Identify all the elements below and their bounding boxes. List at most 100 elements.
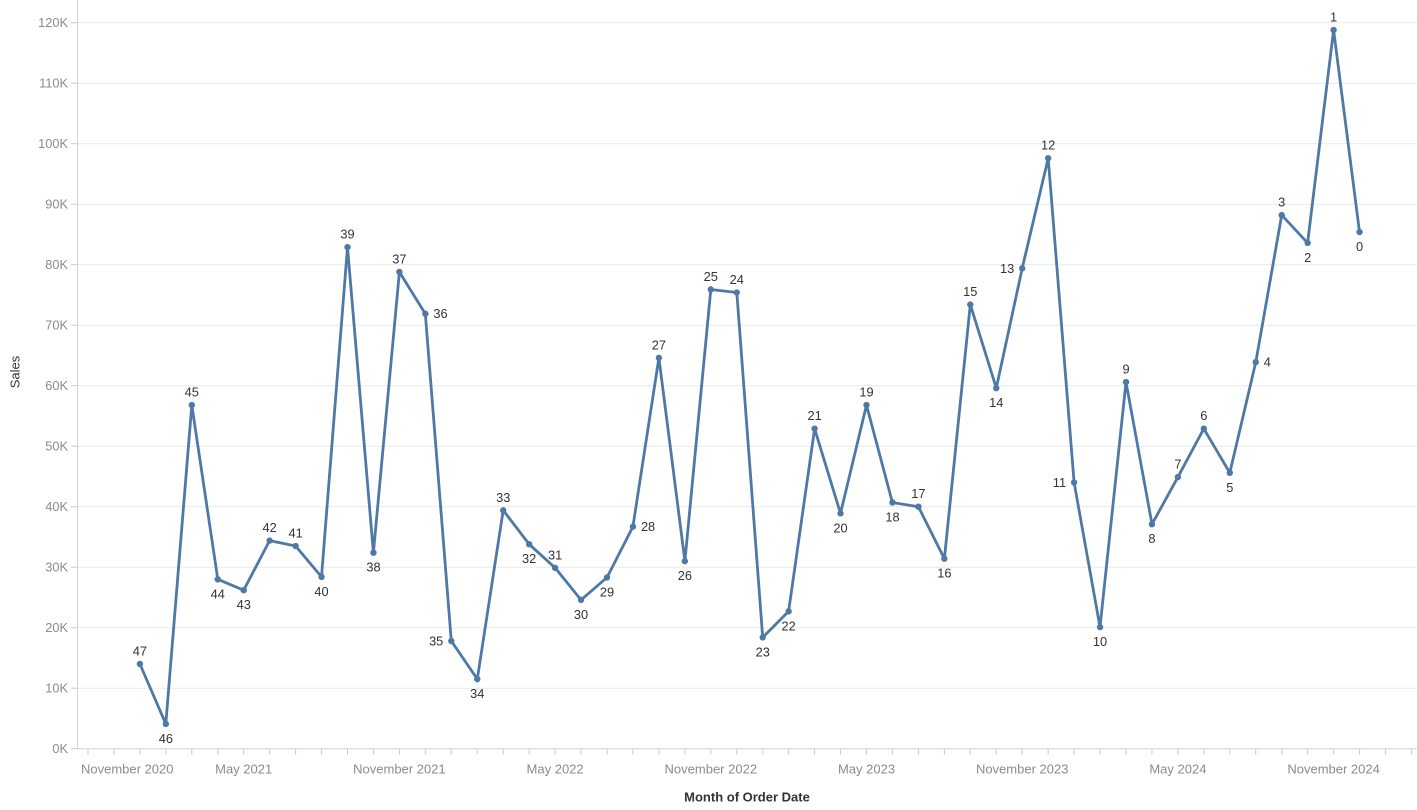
point-label: 17	[911, 486, 925, 501]
data-point[interactable]	[915, 503, 922, 510]
x-tick-label: November 2020	[81, 762, 174, 777]
y-tick-label: 30K	[45, 560, 68, 575]
data-point[interactable]	[422, 310, 429, 317]
data-point[interactable]	[136, 660, 144, 668]
point-label: 11	[1053, 475, 1066, 490]
data-point[interactable]	[1122, 378, 1130, 386]
data-point[interactable]	[1070, 479, 1078, 486]
data-point[interactable]	[1044, 155, 1052, 162]
data-point[interactable]	[292, 542, 299, 550]
point-label: 3	[1278, 195, 1285, 210]
y-tick-label: 60K	[45, 378, 68, 393]
point-label: 29	[600, 584, 614, 599]
point-label: 18	[885, 509, 899, 524]
data-point[interactable]	[344, 243, 351, 251]
point-label: 37	[392, 251, 406, 266]
y-tick-label: 80K	[45, 257, 68, 272]
point-label: 22	[782, 618, 796, 633]
data-point[interactable]	[1096, 623, 1104, 631]
data-point[interactable]	[655, 354, 663, 362]
point-label: 21	[807, 408, 821, 423]
data-point[interactable]	[551, 564, 559, 572]
data-point[interactable]	[577, 596, 585, 604]
point-label: 4	[1264, 355, 1271, 370]
y-tick-label: 90K	[45, 197, 68, 212]
point-label: 9	[1122, 362, 1129, 377]
data-point[interactable]	[603, 574, 611, 581]
data-point[interactable]	[525, 541, 533, 548]
data-point[interactable]	[941, 555, 948, 562]
point-label: 24	[730, 272, 744, 287]
data-point[interactable]	[707, 286, 714, 293]
point-label: 27	[652, 337, 666, 352]
point-label: 42	[263, 520, 277, 535]
point-label: 40	[314, 584, 328, 599]
point-label: 35	[429, 634, 443, 649]
point-label: 10	[1093, 634, 1107, 649]
y-tick-label: 20K	[45, 620, 68, 635]
point-label: 19	[859, 385, 873, 400]
y-axis-title: Sales	[7, 355, 23, 389]
data-point[interactable]	[863, 401, 870, 409]
data-point[interactable]	[759, 634, 766, 641]
data-point[interactable]	[500, 507, 507, 514]
data-point[interactable]	[1148, 521, 1156, 528]
data-point[interactable]	[240, 586, 247, 594]
point-label: 16	[937, 566, 951, 581]
data-point[interactable]	[1226, 469, 1234, 477]
x-tick-label: November 2022	[665, 762, 758, 777]
point-label: 13	[1000, 261, 1014, 276]
point-label: 8	[1148, 531, 1155, 546]
y-tick-label: 120K	[38, 15, 68, 30]
point-label: 25	[704, 269, 718, 284]
point-label: 30	[574, 607, 588, 622]
data-point[interactable]	[785, 608, 792, 615]
point-label: 47	[133, 644, 147, 659]
data-point[interactable]	[889, 499, 896, 506]
data-point[interactable]	[1278, 211, 1285, 219]
y-tick-label: 100K	[38, 136, 68, 151]
data-point[interactable]	[396, 268, 403, 276]
point-label: 36	[433, 306, 447, 321]
data-point[interactable]	[1200, 425, 1208, 432]
point-label: 12	[1041, 138, 1055, 153]
data-point[interactable]	[1330, 26, 1337, 34]
point-label: 45	[185, 385, 199, 400]
point-label: 0	[1356, 239, 1363, 254]
x-tick-label: November 2024	[1287, 762, 1380, 777]
data-point[interactable]	[1356, 228, 1363, 236]
data-point[interactable]	[474, 675, 481, 683]
point-label: 15	[963, 284, 977, 299]
data-point[interactable]	[1252, 358, 1259, 366]
data-point[interactable]	[733, 289, 740, 296]
data-point[interactable]	[967, 301, 974, 308]
point-label: 7	[1174, 457, 1181, 472]
point-label: 38	[366, 560, 380, 575]
data-point[interactable]	[629, 523, 637, 530]
data-point[interactable]	[162, 720, 170, 728]
point-label: 44	[211, 586, 225, 601]
data-point[interactable]	[993, 384, 1000, 392]
point-label: 46	[159, 731, 173, 746]
data-point[interactable]	[266, 537, 273, 544]
data-point[interactable]	[214, 576, 221, 583]
x-tick-label: May 2022	[527, 762, 584, 777]
data-point[interactable]	[811, 425, 818, 432]
point-label: 32	[522, 551, 536, 566]
data-point[interactable]	[1019, 265, 1026, 272]
data-point[interactable]	[1304, 239, 1311, 247]
data-point[interactable]	[188, 401, 195, 409]
point-label: 28	[641, 519, 655, 534]
point-label: 20	[833, 520, 847, 535]
x-tick-label: May 2021	[215, 762, 272, 777]
x-axis-title: Month of Order Date	[684, 789, 810, 805]
data-point[interactable]	[681, 557, 689, 565]
data-point[interactable]	[370, 549, 377, 556]
data-point[interactable]	[318, 573, 325, 581]
point-label: 23	[756, 644, 770, 659]
data-point[interactable]	[837, 510, 844, 517]
data-point[interactable]	[1174, 473, 1182, 481]
data-point[interactable]	[448, 637, 455, 645]
point-label: 43	[237, 597, 251, 612]
